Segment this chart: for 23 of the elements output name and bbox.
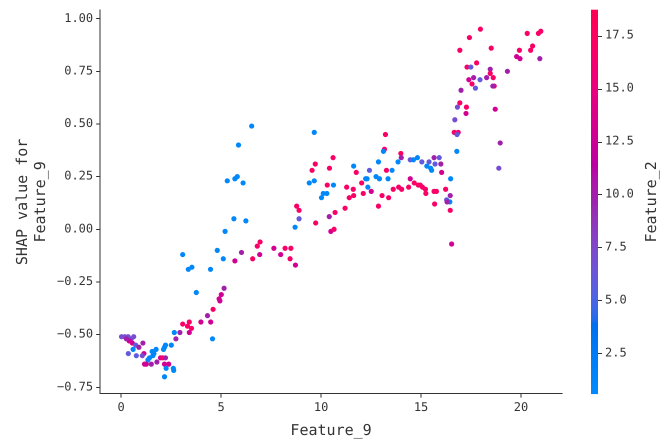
y-tick-label: 0.25 bbox=[64, 168, 94, 183]
x-axis-title: Feature_9 bbox=[290, 420, 372, 439]
y-tick-label: −0.75 bbox=[57, 379, 94, 394]
color-bar-label: 17.5 bbox=[605, 28, 634, 42]
x-tick-label: 15 bbox=[414, 400, 428, 414]
y-tick-label: 1.00 bbox=[64, 10, 94, 25]
color-bar-label: 2.5 bbox=[605, 345, 627, 360]
y-tick-label: 0.00 bbox=[64, 221, 94, 236]
y-tick-label: −0.25 bbox=[57, 274, 94, 288]
x-tick-label: 10 bbox=[314, 400, 328, 414]
y-tick-label: 0.75 bbox=[64, 63, 94, 78]
color-bar-label: 10.0 bbox=[605, 186, 634, 201]
y-axis-title: SHAP value for Feature_9 bbox=[12, 138, 49, 266]
y-tick-label: −0.50 bbox=[57, 326, 94, 341]
x-tick-label: 5 bbox=[217, 400, 225, 414]
color-bar-label: 5.0 bbox=[605, 292, 627, 307]
color-bar-label: 7.5 bbox=[605, 240, 627, 254]
color-bar-title: Feature_2 bbox=[642, 161, 660, 243]
y-tick-label: 0.50 bbox=[64, 116, 94, 130]
color-bar-label: 15.0 bbox=[605, 80, 634, 95]
x-tick-label: 0 bbox=[118, 400, 125, 414]
x-tick-label: 20 bbox=[514, 400, 528, 414]
color-bar-label: 12.5 bbox=[605, 134, 634, 148]
